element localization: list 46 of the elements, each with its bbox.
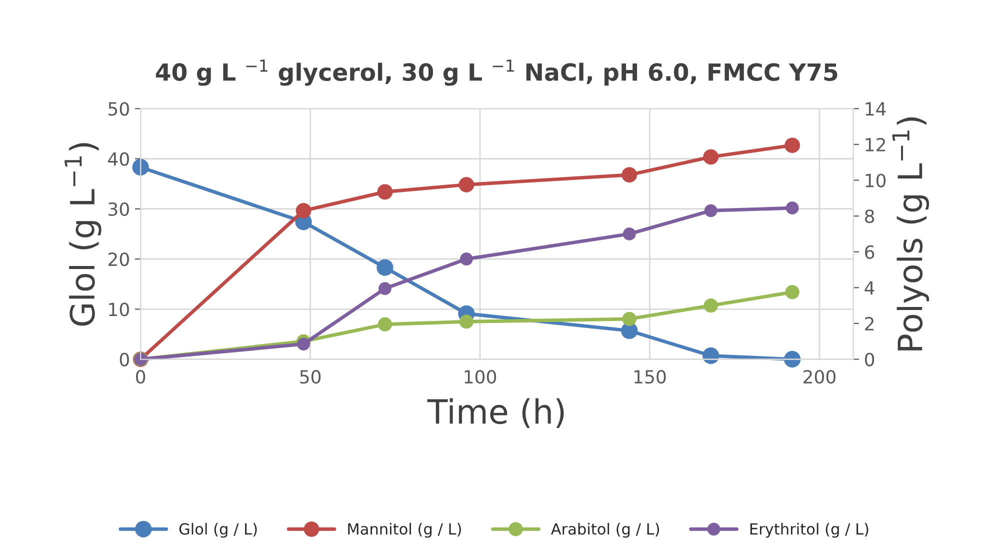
point — [378, 282, 392, 296]
point — [622, 312, 636, 326]
point — [297, 338, 310, 351]
point — [622, 227, 636, 240]
point — [703, 149, 719, 165]
point — [458, 176, 474, 192]
y-axis-title: Glol (g L$^{−1}$) — [64, 143, 102, 326]
y2-tick-label: 4 — [864, 281, 874, 295]
y2-tick-label: 14 — [866, 102, 886, 116]
y-tick-label: 40 — [108, 152, 129, 166]
legend-label: Arabitol (g / L) — [550, 522, 660, 538]
x-tick-label: 50 — [300, 370, 321, 384]
point — [460, 252, 473, 266]
point — [704, 298, 718, 313]
point — [132, 158, 149, 176]
chart-title: 40 g L $^{−1}$ glycerol, 30 g L $^{−1}$ NaCl, pH 6.0, FMCC Y75 — [156, 60, 838, 86]
y2-tick-label: 8 — [865, 209, 874, 224]
y2-tick-label: 12 — [866, 138, 885, 152]
y-tick-label: 10 — [109, 302, 129, 316]
point — [704, 204, 718, 218]
x-tick-label: 200 — [804, 370, 836, 384]
y2-tick-label: 2 — [865, 316, 874, 330]
y-tick-label: 20 — [108, 252, 129, 266]
y2-axis-title: Polyols (g L$^{−1}$) — [892, 117, 930, 350]
x-axis-title: Time (h) — [427, 398, 564, 428]
y-tick-label: 50 — [108, 102, 129, 116]
y2-tick-label: 0 — [864, 352, 874, 366]
point — [378, 317, 392, 332]
point — [785, 285, 800, 300]
x-tick-label: 150 — [634, 370, 666, 384]
point — [459, 314, 474, 329]
y-tick-label: 0 — [120, 352, 129, 366]
legend-label: Erythritol (g / L) — [750, 522, 868, 538]
point — [377, 184, 393, 200]
point — [784, 138, 800, 154]
point — [622, 167, 638, 183]
y2-tick-label: 10 — [866, 174, 886, 188]
legend-label: Glol (g / L) — [179, 522, 257, 538]
point — [376, 259, 394, 276]
y2-tick-label: 6 — [865, 245, 874, 259]
x-tick-label: 0 — [136, 370, 146, 384]
x-tick-label: 100 — [464, 370, 496, 384]
legend-label: Mannitol (g / L) — [348, 522, 461, 538]
point — [786, 202, 799, 214]
point — [296, 202, 312, 218]
y-tick-label: 30 — [108, 202, 129, 216]
